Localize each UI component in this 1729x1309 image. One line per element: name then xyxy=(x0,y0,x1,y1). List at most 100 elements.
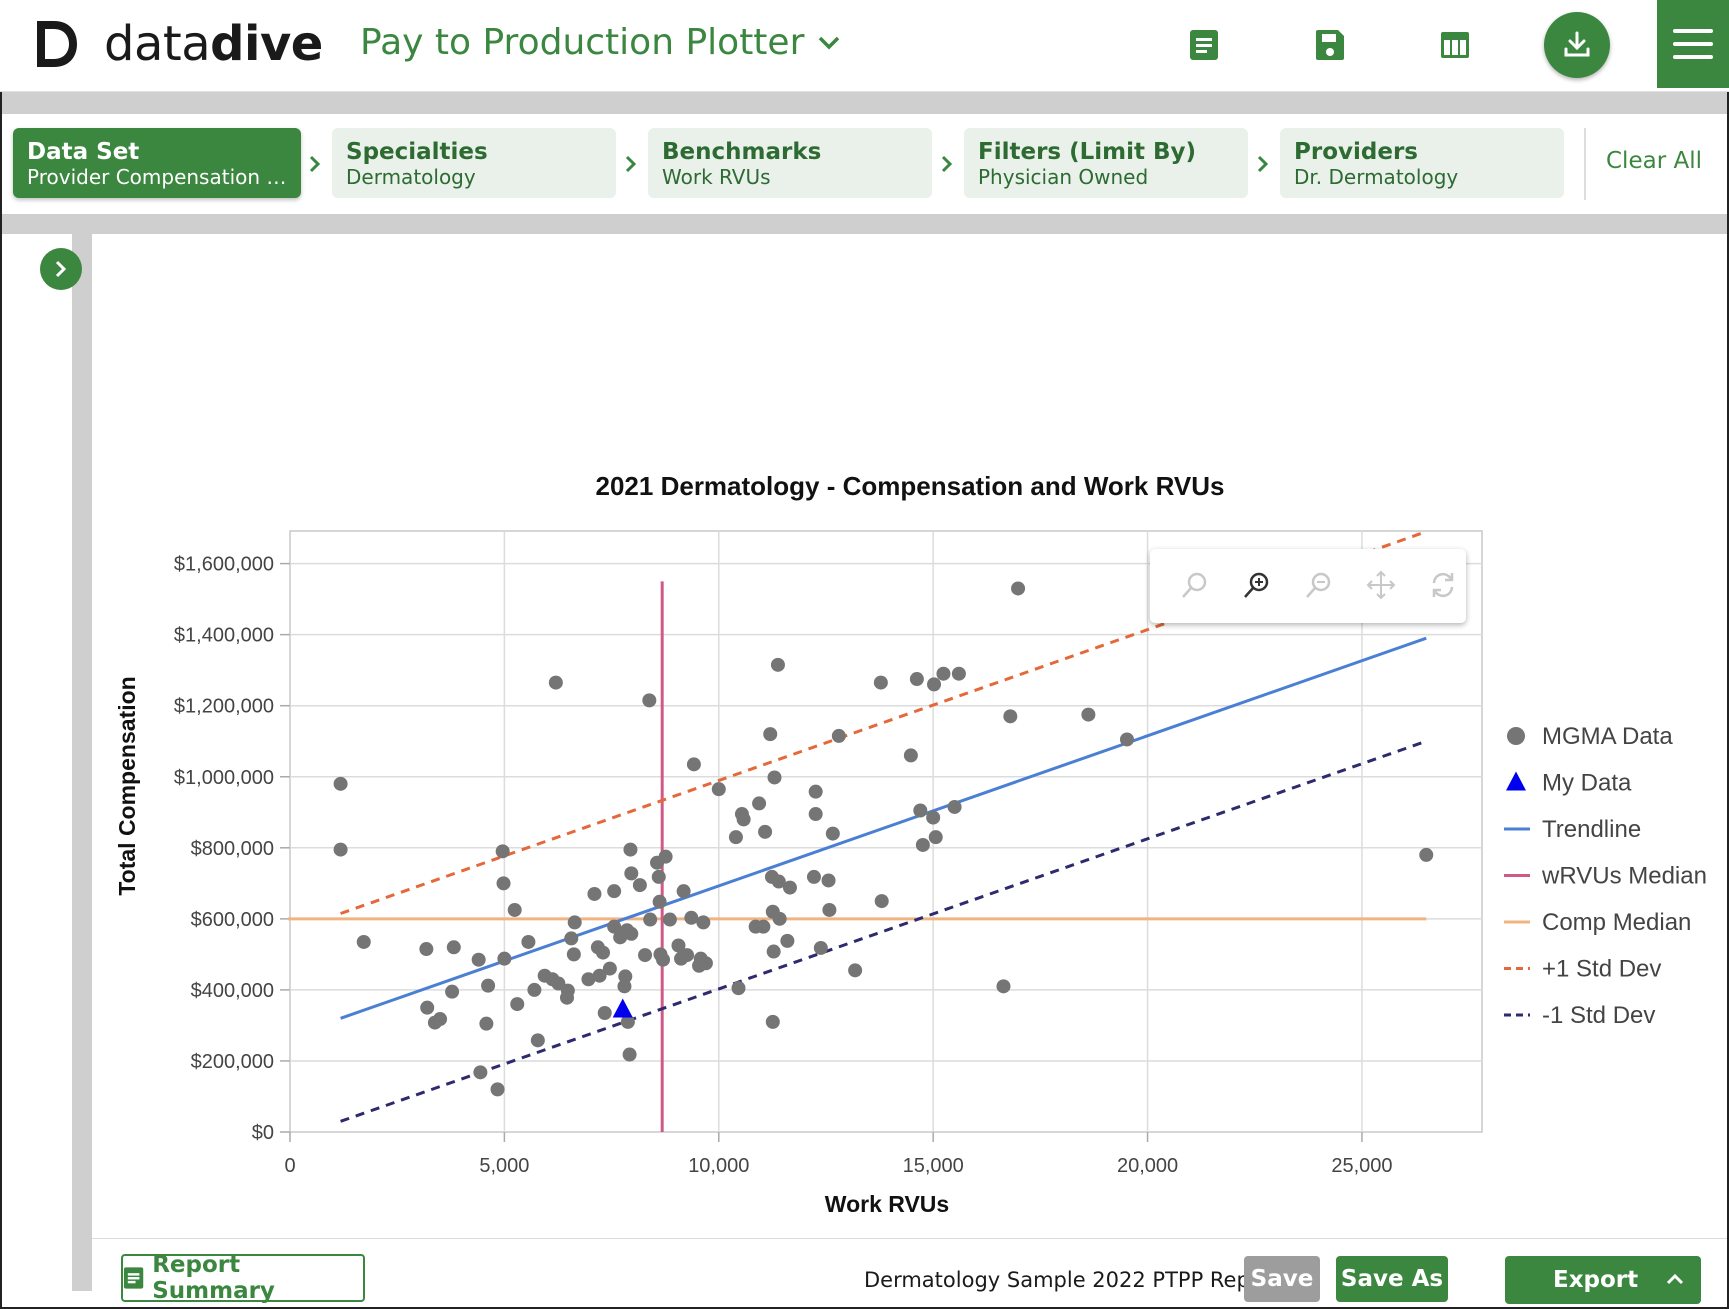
data-point xyxy=(671,938,686,953)
data-point xyxy=(642,693,657,708)
export-button[interactable]: Export xyxy=(1505,1256,1701,1304)
data-point xyxy=(651,869,666,884)
data-point xyxy=(756,919,771,934)
step-title: Filters (Limit By) xyxy=(978,139,1197,165)
x-tick-label: 15,000 xyxy=(903,1155,964,1177)
legend-item: Comp Median xyxy=(1504,909,1691,936)
zoom-out-icon[interactable] xyxy=(1304,570,1334,600)
data-point xyxy=(808,784,823,799)
data-point xyxy=(481,978,496,993)
data-point xyxy=(913,803,928,818)
save-as-button[interactable]: Save As xyxy=(1336,1256,1448,1302)
trendline xyxy=(340,636,1427,1020)
data-point xyxy=(1119,732,1134,747)
menu-icon xyxy=(1673,29,1713,59)
logo[interactable]: datadive xyxy=(34,18,323,70)
zoom-search-icon[interactable] xyxy=(1180,570,1210,600)
data-point xyxy=(763,727,778,742)
data-point xyxy=(874,894,889,909)
data-point xyxy=(770,657,785,672)
data-point xyxy=(607,919,622,934)
plot-frame xyxy=(289,530,1483,1133)
data-point xyxy=(915,837,930,852)
legend-item: MGMA Data xyxy=(1507,723,1673,750)
data-point xyxy=(696,915,711,930)
legend-item: wRVUs Median xyxy=(1504,863,1707,890)
data-point xyxy=(676,884,691,899)
expand-sidebar-button[interactable] xyxy=(40,248,82,290)
data-point xyxy=(782,880,797,895)
data-point xyxy=(587,886,602,901)
data-point xyxy=(566,947,581,962)
step-title: Benchmarks xyxy=(662,139,822,165)
report-icon[interactable] xyxy=(1188,28,1220,62)
step-value: Work RVUs xyxy=(662,165,771,189)
datadive-logo-icon xyxy=(37,21,77,67)
zoom-in-icon[interactable] xyxy=(1242,570,1272,600)
data-point xyxy=(766,944,781,959)
step-value: Dermatology xyxy=(346,165,476,189)
data-point xyxy=(903,748,918,763)
data-point xyxy=(928,830,943,845)
data-point xyxy=(419,942,434,957)
menu-button[interactable] xyxy=(1657,0,1729,88)
data-point xyxy=(752,796,767,811)
y-tick-label: $200,000 xyxy=(191,1051,274,1073)
data-point xyxy=(497,951,512,966)
y-tick-label: $1,600,000 xyxy=(174,554,274,576)
app-selector[interactable]: Pay to Production Plotter xyxy=(360,22,840,63)
data-point xyxy=(711,782,726,797)
data-point xyxy=(620,1014,635,1029)
save-button[interactable]: Save xyxy=(1244,1256,1320,1302)
data-point xyxy=(662,912,677,927)
data-point xyxy=(473,1065,488,1080)
data-point xyxy=(772,911,787,926)
report-summary-button[interactable]: Report Summary xyxy=(121,1252,365,1304)
data-point xyxy=(623,842,638,857)
divider xyxy=(2,214,1727,234)
data-point xyxy=(581,972,596,987)
step-benchmarks[interactable]: Benchmarks Work RVUs xyxy=(648,128,932,198)
step-filters[interactable]: Filters (Limit By) Physician Owned xyxy=(964,128,1248,198)
data-point xyxy=(632,878,647,893)
step-bar: Data Set Provider Compensation 2... Spec… xyxy=(2,114,1727,214)
y-tick-label: $1,400,000 xyxy=(174,625,274,647)
data-point xyxy=(596,945,611,960)
minus-std-dev-line xyxy=(340,739,1427,1123)
data-point xyxy=(680,948,695,963)
chevron-up-icon[interactable] xyxy=(1665,1272,1685,1286)
step-providers[interactable]: Providers Dr. Dermatology xyxy=(1280,128,1564,198)
data-point xyxy=(996,979,1011,994)
data-point xyxy=(333,776,348,791)
reset-icon[interactable] xyxy=(1428,570,1458,600)
export-label: Export xyxy=(1553,1267,1639,1293)
data-point xyxy=(548,675,563,690)
legend-item: Trendline xyxy=(1504,816,1641,843)
data-point xyxy=(652,894,667,909)
pan-icon[interactable] xyxy=(1366,570,1396,600)
clear-all-link[interactable]: Clear All xyxy=(1606,148,1702,174)
chart-axes: 0 5,000 10,000 15,000 20,000 25,000 $0 $200,000… xyxy=(174,554,1393,1177)
y-tick-label: $1,000,000 xyxy=(174,767,274,789)
data-point xyxy=(831,728,846,743)
legend-label: My Data xyxy=(1542,770,1632,797)
download-button[interactable] xyxy=(1544,12,1610,78)
data-point xyxy=(490,1082,505,1097)
data-point xyxy=(684,910,699,925)
data-point xyxy=(602,961,617,976)
table-icon[interactable] xyxy=(1439,28,1471,62)
data-point xyxy=(567,915,582,930)
save-icon[interactable] xyxy=(1314,28,1346,62)
data-point xyxy=(638,948,653,963)
data-point xyxy=(936,666,951,681)
x-tick-label: 5,000 xyxy=(479,1155,529,1177)
chart-legend: MGMA Data My Data Trendline wRVUs Median Com… xyxy=(1504,723,1707,1029)
data-point xyxy=(1081,707,1096,722)
data-point xyxy=(445,984,460,999)
data-point xyxy=(446,940,461,955)
app-title: Pay to Production Plotter xyxy=(360,22,805,63)
step-data-set[interactable]: Data Set Provider Compensation 2... xyxy=(13,128,301,198)
my-data-marker xyxy=(612,998,633,1018)
step-specialties[interactable]: Specialties Dermatology xyxy=(332,128,616,198)
legend-label: Trendline xyxy=(1542,816,1641,843)
